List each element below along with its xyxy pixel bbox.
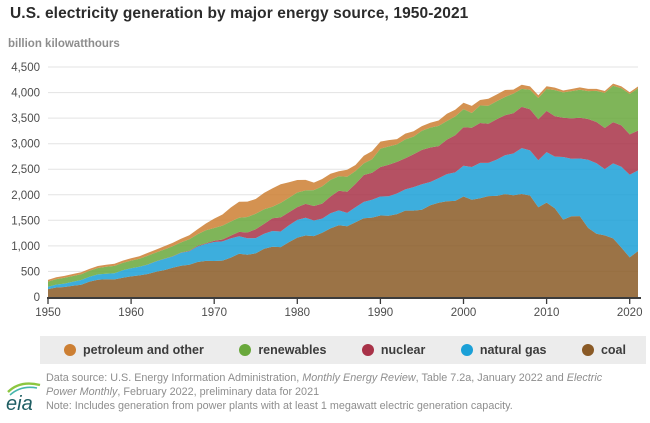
y-tick-label: 4,000 — [11, 88, 40, 100]
area-natural-gas — [48, 148, 638, 290]
axis-unit-label: billion kilowatthours — [8, 38, 120, 50]
petroleum-and-other-swatch-icon — [64, 344, 76, 356]
y-tick-label: 3,000 — [11, 139, 40, 151]
footer-segment: Data source: U.S. Energy Information Adm… — [46, 372, 303, 384]
footer-line-3: Note: Includes generation from power pla… — [46, 399, 650, 413]
footer-line-2: Power Monthly, February 2022, preliminar… — [46, 385, 650, 399]
y-tick-label: 4,500 — [11, 62, 40, 74]
legend-label: coal — [600, 343, 626, 357]
y-tick-label: 2,500 — [11, 164, 40, 176]
footer-text: Data source: U.S. Energy Information Adm… — [46, 371, 650, 413]
x-tick-label: 1960 — [118, 307, 144, 319]
renewables-swatch-icon — [239, 344, 252, 356]
stacked-area-chart: 1950 1960 1970 1980 1990 2000 2010 2020 0 500 1,00… — [11, 62, 643, 319]
x-tick-label: 1990 — [368, 307, 394, 319]
legend-label: natural gas — [479, 343, 547, 357]
y-tick-label: 1,000 — [11, 241, 40, 253]
footer-segment: , Table 7.2a, January 2022 and — [415, 372, 567, 384]
legend-item-nuclear: nuclear — [361, 343, 426, 357]
area-petroleum-and-other — [48, 83, 638, 282]
y-tick-label: 2,000 — [11, 190, 40, 202]
legend-item-natural-gas: natural gas — [460, 343, 547, 357]
area-renewables — [48, 85, 638, 287]
legend-item-renewables: renewables — [239, 343, 326, 357]
legend-label: renewables — [258, 343, 327, 357]
x-tick-label: 1980 — [285, 307, 311, 319]
logo-swoosh-green — [7, 382, 41, 393]
x-tick-label: 1950 — [35, 307, 61, 319]
logo-text: eia — [6, 393, 33, 415]
footer-citation-title: Electric — [566, 372, 603, 384]
area-nuclear — [48, 106, 638, 287]
chart-title: U.S. electricity generation by major ene… — [10, 5, 469, 22]
legend: petroleum and other renewables nuclear natu… — [40, 336, 646, 364]
natural-gas-swatch-icon — [460, 344, 473, 356]
y-tick-label: 0 — [34, 292, 40, 304]
legend-item-coal: coal — [581, 343, 626, 357]
legend-item-petroleum-and-other: petroleum and other — [64, 343, 204, 357]
x-tick-label: 2010 — [534, 307, 560, 319]
area-coal — [48, 194, 638, 297]
x-tick-label: 2000 — [451, 307, 477, 319]
coal-swatch-icon — [581, 344, 594, 356]
footer-segment: Note: Includes generation from power pla… — [46, 400, 513, 412]
footer-segment: , February 2022, preliminary data for 20… — [117, 386, 320, 398]
logo-swoosh-teal — [9, 386, 38, 396]
nuclear-swatch-icon — [361, 344, 374, 356]
legend-label: nuclear — [380, 343, 426, 357]
legend-label: petroleum and other — [83, 343, 204, 357]
y-tick-label: 1,500 — [11, 215, 40, 227]
x-tick-label: 2020 — [617, 307, 643, 319]
footer-line-1: Data source: U.S. Energy Information Adm… — [46, 371, 650, 385]
x-tick-label: 1970 — [201, 307, 227, 319]
footer-citation-title: Power Monthly — [46, 386, 118, 398]
y-tick-label: 3,500 — [11, 113, 40, 125]
footer-citation-title: Monthly Energy Review — [302, 372, 416, 384]
y-tick-label: 500 — [21, 266, 40, 278]
eia-logo: eia — [6, 382, 41, 415]
